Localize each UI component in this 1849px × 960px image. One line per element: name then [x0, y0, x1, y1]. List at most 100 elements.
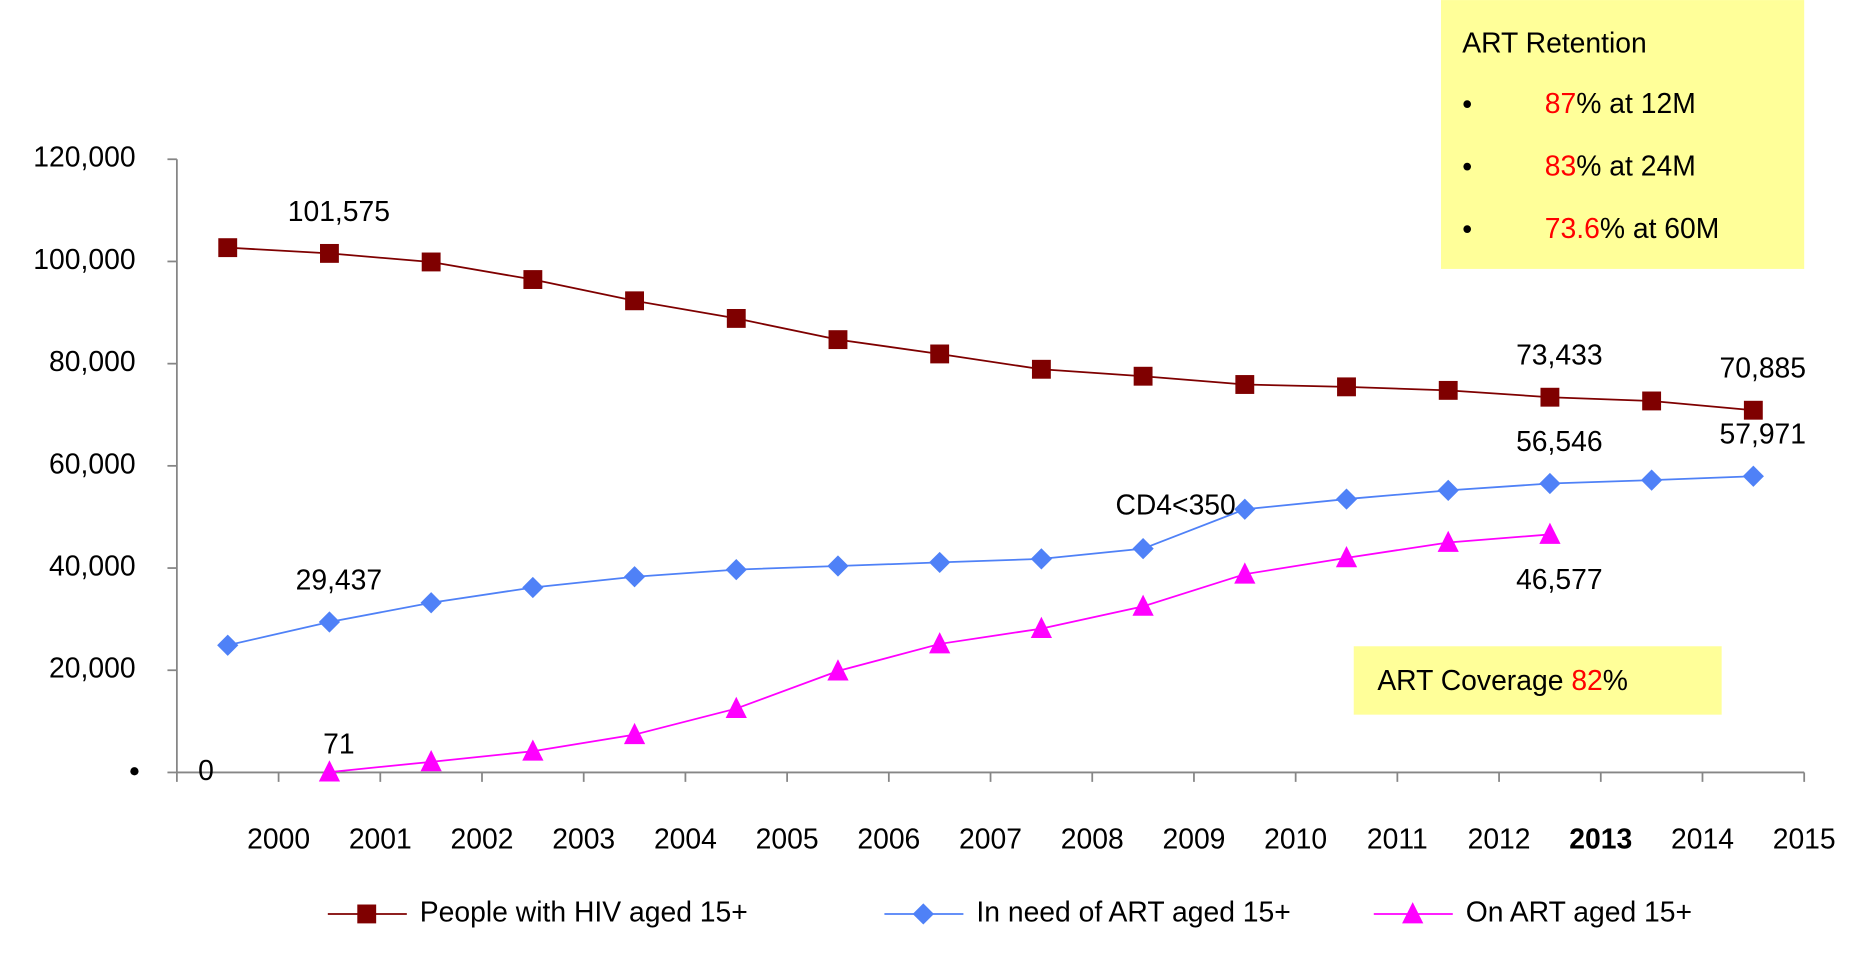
x-tick-label: 2011: [1367, 822, 1428, 854]
marker: [623, 722, 646, 745]
retention-title: ART Retention: [1462, 26, 1647, 58]
x-tick-label: 2012: [1468, 822, 1531, 854]
marker: [318, 760, 341, 782]
marker: [725, 558, 747, 581]
retention-text: % at 12M: [1576, 88, 1696, 120]
data-label: 71: [323, 728, 354, 760]
y-tick-label: 0: [198, 754, 214, 786]
y-tick-label: 80,000: [49, 345, 136, 377]
marker: [1641, 469, 1663, 491]
marker: [1133, 366, 1153, 386]
coverage-box: [1353, 646, 1722, 715]
legend-label: On ART aged 15+: [1466, 895, 1692, 927]
x-tick-label: 2001: [349, 822, 412, 854]
series-line: [227, 246, 1754, 412]
marker: [1743, 400, 1763, 420]
retention-bullet: •: [1462, 150, 1472, 182]
coverage-text: ART Coverage 82%: [1377, 664, 1628, 696]
retention-bullet: •: [1462, 88, 1472, 120]
x-tick-label: 2009: [1162, 822, 1225, 854]
x-tick-label: 2010: [1264, 822, 1327, 854]
marker: [1742, 465, 1764, 487]
marker: [1235, 375, 1255, 394]
marker: [912, 903, 934, 925]
marker: [1335, 546, 1358, 568]
marker: [623, 566, 646, 588]
marker: [625, 291, 644, 311]
data-label: 29,437: [296, 563, 383, 595]
retention-bullet: •: [1462, 213, 1472, 245]
retention-box: [1440, 0, 1805, 269]
marker: [1234, 562, 1256, 584]
x-tick-label: 2003: [552, 822, 615, 854]
marker: [320, 243, 339, 263]
series: 29,437 56,546 57,971: [217, 418, 1806, 656]
marker: [726, 308, 746, 328]
marker: [218, 238, 238, 258]
x-tick-label: 2007: [959, 822, 1022, 854]
marker: [217, 634, 239, 656]
marker: [1539, 522, 1561, 544]
retention-value: 83: [1545, 150, 1576, 182]
data-label: 70,885: [1719, 352, 1806, 384]
x-tick-label: 2015: [1773, 822, 1836, 854]
marker: [357, 904, 377, 924]
marker: [828, 330, 848, 350]
data-label: 46,577: [1516, 563, 1603, 595]
marker: [725, 696, 747, 719]
y-tick-label: 120,000: [33, 141, 135, 173]
marker: [1438, 380, 1458, 400]
retention-text: % at 24M: [1576, 150, 1696, 182]
legend-label: People with HIV aged 15+: [420, 895, 748, 927]
marker: [929, 551, 951, 574]
data-label: 56,546: [1516, 425, 1603, 457]
marker: [1402, 902, 1424, 924]
coverage-label: ART Coverage: [1377, 664, 1571, 696]
x-tick-label: 2004: [654, 822, 717, 854]
series: 71 46,577: [318, 522, 1603, 782]
x-tick-label: 2000: [247, 822, 310, 854]
annotation: CD4<350: [1115, 489, 1235, 521]
marker: [420, 592, 442, 614]
series: 101,575 73,433 70,885: [218, 195, 1806, 420]
series-line: [227, 475, 1754, 647]
x-tick-label: 2008: [1061, 822, 1124, 854]
marker: [1132, 594, 1154, 616]
retention-item: 73.6% at 60M: [1545, 213, 1720, 245]
coverage-suffix: %: [1603, 664, 1628, 696]
x-tick-label: 2014: [1671, 822, 1734, 854]
x-tick-label: 2005: [756, 822, 819, 854]
marker: [827, 659, 849, 681]
y-tick-label: 40,000: [49, 550, 136, 582]
marker: [930, 344, 950, 364]
marker: [522, 739, 544, 761]
marker: [1132, 538, 1154, 560]
marker: [1337, 377, 1356, 397]
retention-value: 87: [1545, 88, 1576, 120]
marker: [1437, 479, 1459, 501]
x-tick-label: 2013: [1569, 822, 1632, 854]
marker: [523, 270, 543, 289]
coverage-value: 82: [1571, 664, 1602, 696]
marker: [1030, 616, 1053, 639]
bullet-dot: [130, 767, 139, 776]
marker: [1539, 472, 1561, 495]
y-tick-label: 60,000: [49, 447, 136, 479]
marker: [827, 555, 849, 577]
marker: [1642, 391, 1662, 411]
marker: [318, 611, 341, 633]
retention-value: 73.6: [1545, 213, 1600, 245]
x-tick-label: 2006: [857, 822, 920, 854]
marker: [1030, 548, 1053, 570]
retention-item: 87% at 12M: [1545, 88, 1696, 120]
data-label: 73,433: [1516, 339, 1603, 371]
marker: [1031, 359, 1051, 379]
marker: [929, 632, 951, 654]
retention-items: • 87% at 12M • 83% at 24M • 73.6% at 60M: [1462, 88, 1719, 245]
data-label: 101,575: [288, 195, 390, 227]
marker: [421, 252, 441, 272]
marker: [1335, 488, 1358, 510]
legend-label: In need of ART aged 15+: [976, 895, 1290, 927]
y-tick-label: 100,000: [33, 243, 135, 275]
